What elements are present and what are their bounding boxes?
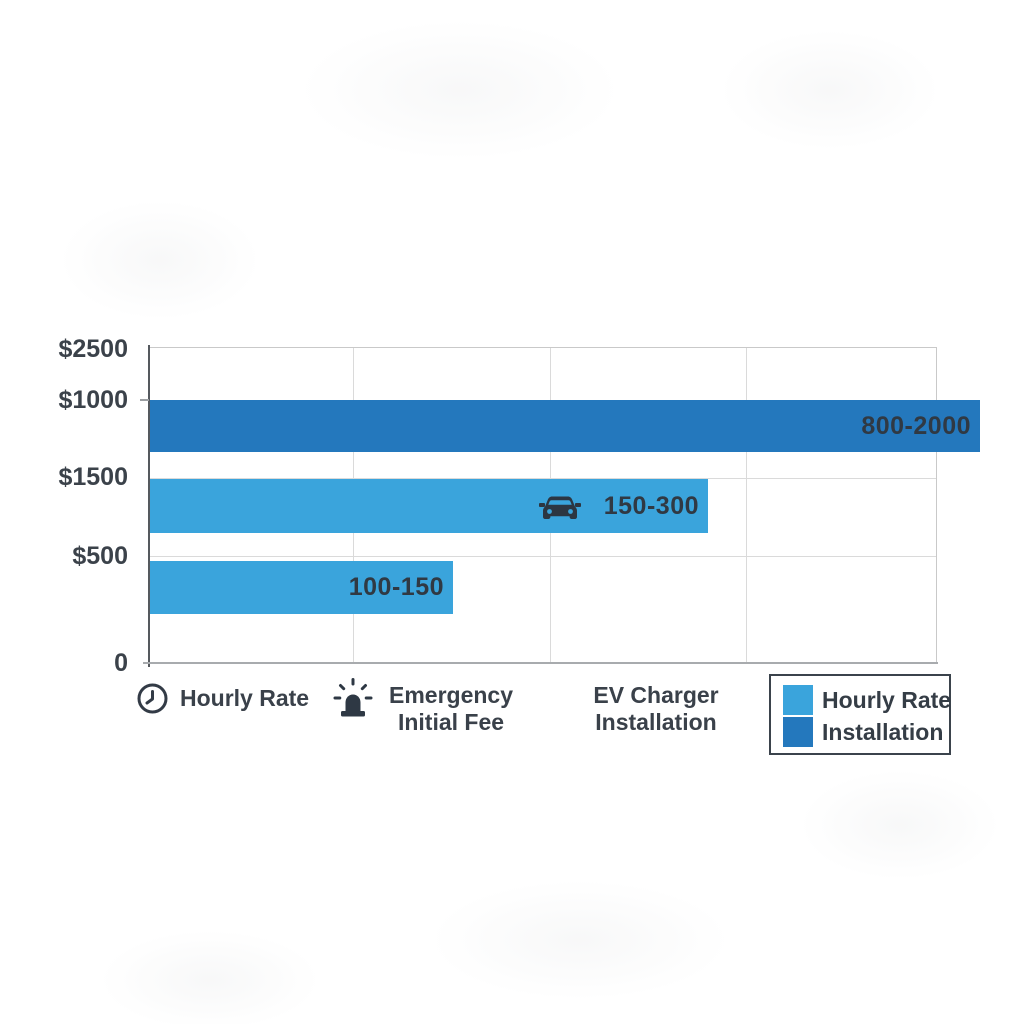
category-label-ev-charger-installation: EV Charger Installation [593,682,719,735]
bar-value-label: 150-300 [603,491,699,520]
vertical-gridline [746,348,747,664]
category-label-hourly-rate: Hourly Rate [180,685,310,711]
clock-icon [136,682,169,720]
bar-emergency-initial-fee: 150-300 [150,479,708,533]
legend-label: Hourly Rate [822,686,952,713]
car-icon [538,490,582,522]
background-noise-blob [800,770,1000,880]
bar-value-label: 100-150 [348,573,444,601]
background-noise-blob [100,930,320,1024]
legend-item-hourly-rate: Hourly Rate [783,684,952,716]
horizontal-gridline [150,556,936,557]
y-tick-label: $2500 [58,335,128,363]
background-noise-blob [60,200,260,320]
background-noise-blob [720,30,940,150]
bar-value-label: 800-2000 [861,411,971,440]
legend-label: Installation [822,718,944,745]
y-tick-label: $1500 [58,463,128,491]
category-label-emergency-initial-fee: Emergency Initial Fee [388,682,513,735]
bar-installation: 800-2000 [150,400,980,452]
legend: Hourly Rate Installation [769,674,951,755]
background-noise-blob [300,20,620,160]
y-tick-label: $1000 [58,386,128,414]
horizontal-gridline [150,478,936,479]
y-tick-label: 0 [114,649,128,677]
bar-hourly-rate: 100-150 [150,561,453,614]
y-tick-label: $500 [72,542,128,570]
x-axis-line [143,662,938,664]
y-axis-tick [140,399,149,401]
siren-icon [332,676,374,727]
legend-item-installation: Installation [783,716,949,748]
legend-swatch-hourly-rate [783,685,813,715]
legend-swatch-installation [783,717,813,747]
background-noise-blob [430,880,730,1000]
y-axis-line [148,345,150,667]
